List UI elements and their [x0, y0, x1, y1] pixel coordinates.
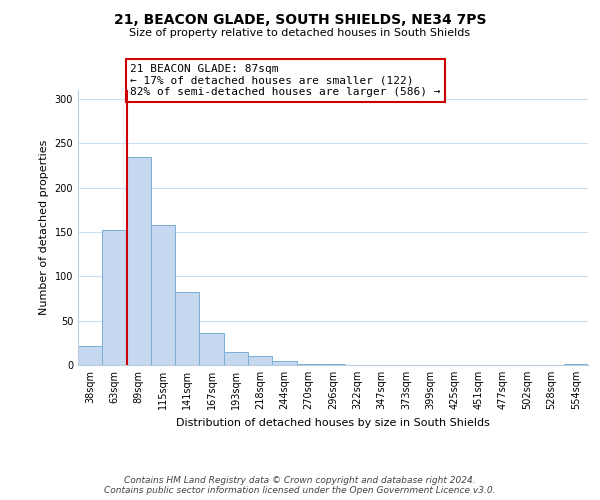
Bar: [296, 364, 321, 365]
Y-axis label: Number of detached properties: Number of detached properties: [39, 140, 49, 315]
Bar: [564, 364, 588, 365]
Bar: [199, 333, 224, 365]
Text: 21 BEACON GLADE: 87sqm
← 17% of detached houses are smaller (122)
82% of semi-de: 21 BEACON GLADE: 87sqm ← 17% of detached…: [130, 64, 441, 97]
Bar: [102, 230, 127, 365]
X-axis label: Distribution of detached houses by size in South Shields: Distribution of detached houses by size …: [176, 418, 490, 428]
Bar: [248, 356, 272, 365]
Text: 21, BEACON GLADE, SOUTH SHIELDS, NE34 7PS: 21, BEACON GLADE, SOUTH SHIELDS, NE34 7P…: [114, 12, 486, 26]
Bar: [175, 292, 199, 365]
Bar: [272, 362, 296, 365]
Text: Size of property relative to detached houses in South Shields: Size of property relative to detached ho…: [130, 28, 470, 38]
Bar: [127, 156, 151, 365]
Bar: [151, 225, 175, 365]
Bar: [224, 352, 248, 365]
Bar: [78, 346, 102, 365]
Text: Contains HM Land Registry data © Crown copyright and database right 2024.
Contai: Contains HM Land Registry data © Crown c…: [104, 476, 496, 495]
Bar: [321, 364, 345, 365]
